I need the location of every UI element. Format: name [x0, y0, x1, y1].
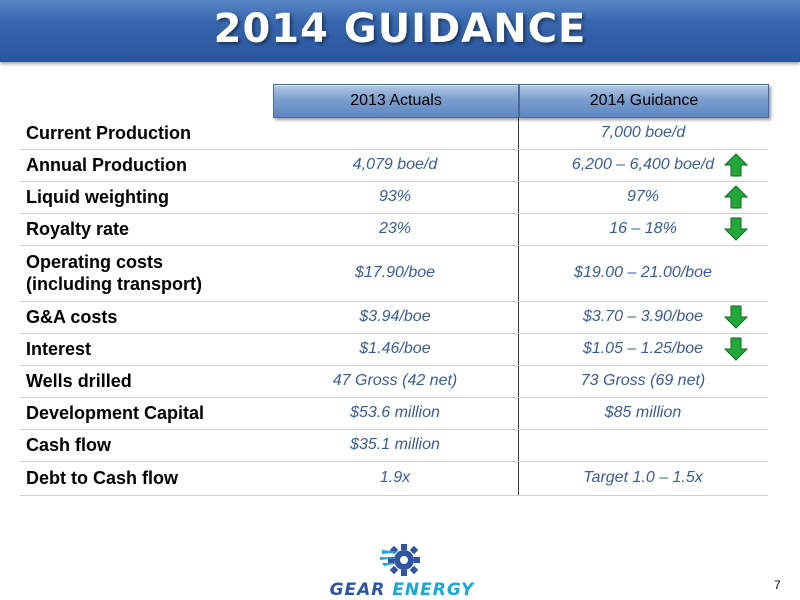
gear-logo-icon — [380, 544, 420, 576]
value-2014: Target 1.0 – 1.5x — [583, 469, 703, 486]
logo-word-gear: GEAR — [329, 580, 386, 600]
value-2013: 4,079 boe/d — [352, 156, 438, 173]
table-row: Annual Production 4,079 boe/d 6,200 – 6,… — [20, 150, 768, 182]
row-label: Wells drilled — [26, 371, 132, 391]
value-2014: 7,000 boe/d — [600, 124, 686, 141]
value-2013: $35.1 million — [350, 436, 440, 453]
table-row: Development Capital $53.6 million $85 mi… — [20, 398, 768, 430]
row-label: Liquid weighting — [26, 187, 169, 207]
row-label: Cash flow — [26, 435, 112, 455]
value-2014: $3.70 – 3.90/boe — [582, 308, 704, 325]
value-2013: $1.46/boe — [359, 340, 431, 357]
value-2013: 47 Gross (42 net) — [332, 372, 458, 389]
row-label: Current Production — [26, 123, 191, 143]
value-2014: 16 – 18% — [609, 220, 677, 237]
row-label: Interest — [26, 339, 92, 359]
value-2014: $19.00 – 21.00/boe — [574, 264, 712, 281]
row-label-line1: Operating costs — [26, 252, 164, 272]
value-2013: 23% — [378, 220, 412, 237]
value-2013: $17.90/boe — [354, 264, 436, 281]
title-bar: 2014 GUIDANCE — [0, 0, 800, 62]
arrow-down-icon — [724, 305, 748, 329]
row-label: Operating costs (including transport) — [26, 251, 202, 295]
row-label: Development Capital — [26, 403, 205, 423]
value-2014: 97% — [626, 188, 660, 205]
value-2013: $3.94/boe — [359, 308, 431, 325]
value-2014: $85 million — [604, 404, 682, 421]
table-row: Cash flow $35.1 million — [20, 430, 768, 462]
arrow-down-icon — [724, 217, 748, 241]
logo-wordmark: GEAR ENERGY — [322, 580, 482, 600]
row-label-line2: (including transport) — [26, 274, 202, 294]
value-2014: 6,200 – 6,400 boe/d — [571, 156, 715, 173]
table-row: Current Production 7,000 boe/d — [20, 118, 768, 150]
row-label: Debt to Cash flow — [26, 468, 178, 488]
value-2014: $1.05 – 1.25/boe — [582, 340, 704, 357]
slide-title: 2014 GUIDANCE — [213, 6, 587, 52]
table-row: G&A costs $3.94/boe $3.70 – 3.90/boe — [20, 302, 768, 334]
table-row: Debt to Cash flow 1.9x Target 1.0 – 1.5x — [20, 462, 768, 496]
value-2013: $53.6 million — [350, 404, 440, 421]
arrow-up-icon — [724, 185, 748, 209]
row-label: G&A costs — [26, 307, 118, 327]
arrow-up-icon — [724, 153, 748, 177]
header-2013-actuals: 2013 Actuals — [273, 84, 519, 118]
row-label: Annual Production — [26, 155, 187, 175]
value-2014: 73 Gross (69 net) — [580, 372, 706, 389]
value-2013: 93% — [378, 188, 412, 205]
table-row: Royalty rate 23% 16 – 18% — [20, 214, 768, 246]
header-2014-guidance: 2014 Guidance — [519, 84, 769, 118]
table-row: Wells drilled 47 Gross (42 net) 73 Gross… — [20, 366, 768, 398]
table-row: Operating costs (including transport) $1… — [20, 246, 768, 302]
value-2013: 1.9x — [379, 469, 411, 486]
table-row: Liquid weighting 93% 97% — [20, 182, 768, 214]
table-row: Interest $1.46/boe $1.05 – 1.25/boe — [20, 334, 768, 366]
page-number: 7 — [774, 578, 781, 592]
arrow-down-icon — [724, 337, 748, 361]
column-divider — [518, 118, 519, 496]
gear-energy-logo: GEAR ENERGY — [322, 540, 482, 600]
row-label: Royalty rate — [26, 219, 130, 239]
logo-word-energy: ENERGY — [392, 580, 475, 600]
